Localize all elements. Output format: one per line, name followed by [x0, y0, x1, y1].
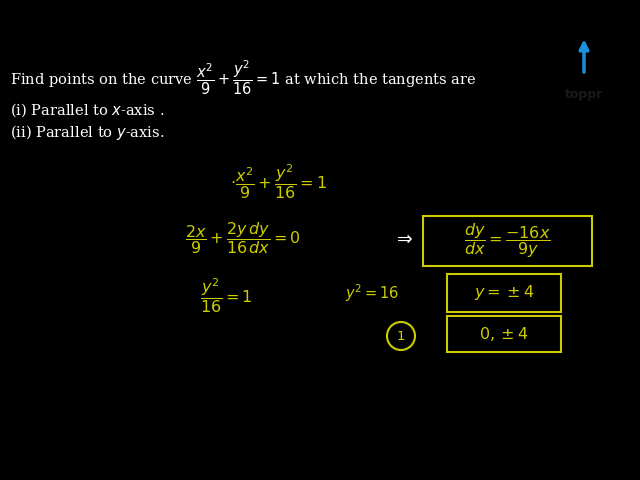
Text: toppr: toppr	[565, 87, 603, 101]
Text: (ii) Parallel to $y$-axis.: (ii) Parallel to $y$-axis.	[10, 122, 164, 142]
Text: $\dfrac{2x}{9} + \dfrac{2y}{16}\dfrac{dy}{dx} = 0$: $\dfrac{2x}{9} + \dfrac{2y}{16}\dfrac{dy…	[185, 220, 301, 256]
Text: Find points on the curve $\dfrac{x^2}{9} + \dfrac{y^2}{16} = 1$ at which the tan: Find points on the curve $\dfrac{x^2}{9}…	[10, 59, 476, 97]
Text: (i) Parallel to $x$-axis .: (i) Parallel to $x$-axis .	[10, 101, 164, 119]
Text: $0, \pm 4$: $0, \pm 4$	[479, 325, 529, 343]
Text: $1$: $1$	[396, 329, 406, 343]
Text: $\dfrac{y^2}{16} = 1$: $\dfrac{y^2}{16} = 1$	[200, 276, 253, 315]
Text: $y^2 = 16$: $y^2 = 16$	[345, 282, 399, 304]
Text: $\dfrac{dy}{dx} = \dfrac{-16x}{9y}$: $\dfrac{dy}{dx} = \dfrac{-16x}{9y}$	[464, 221, 551, 261]
Text: $\cdot\dfrac{x^2}{9} + \dfrac{y^2}{16} = 1$: $\cdot\dfrac{x^2}{9} + \dfrac{y^2}{16} =…	[230, 163, 327, 201]
Text: $y = \pm 4$: $y = \pm 4$	[474, 284, 534, 302]
Text: $\Rightarrow$: $\Rightarrow$	[393, 228, 413, 248]
